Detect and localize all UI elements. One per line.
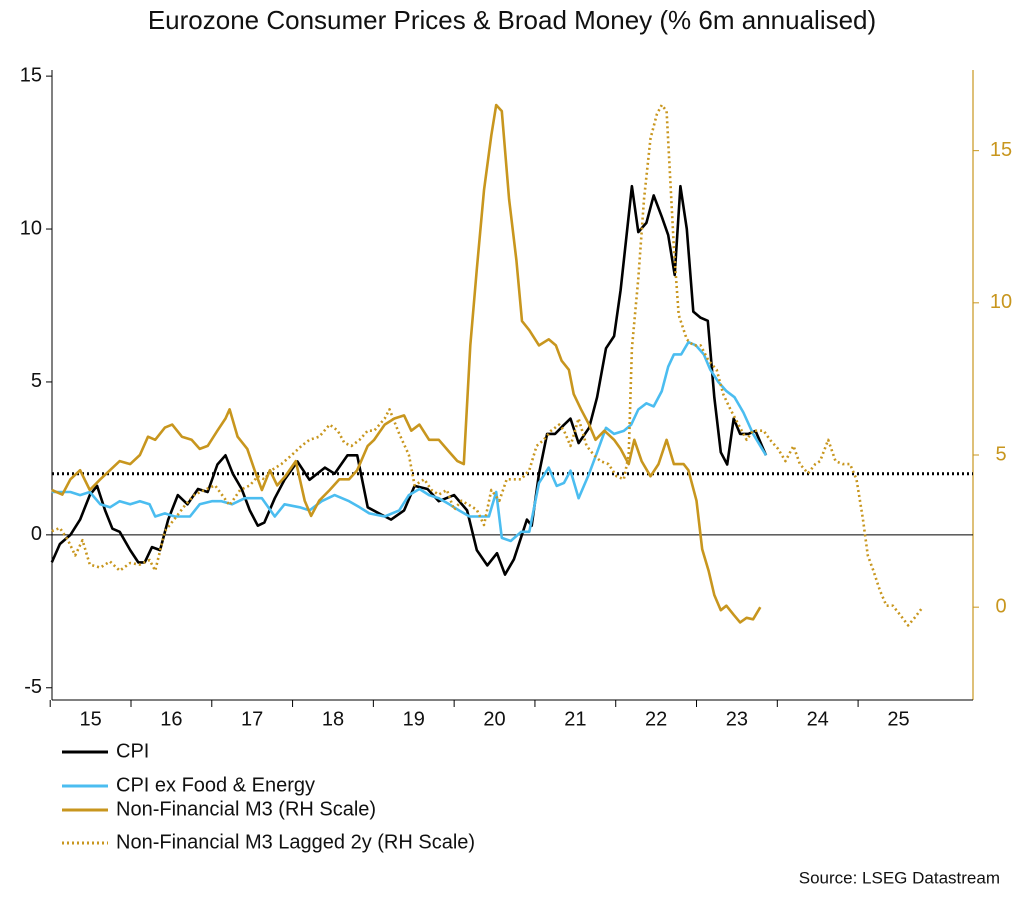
x-tick-label: 18 — [322, 708, 344, 730]
x-tick-label: 19 — [403, 708, 425, 730]
x-tick-label: 16 — [160, 708, 182, 730]
legend-label: CPI — [116, 740, 149, 762]
legend-label: Non-Financial M3 Lagged 2y (RH Scale) — [116, 831, 475, 853]
legend-label: Non-Financial M3 (RH Scale) — [116, 798, 376, 820]
x-tick-label: 20 — [483, 708, 505, 730]
x-tick-label: 24 — [807, 708, 829, 730]
y-tick-label: 15 — [20, 64, 42, 86]
y2-tick-label: 0 — [995, 595, 1006, 617]
y2-tick-label: 10 — [990, 291, 1012, 313]
x-tick-label: 17 — [241, 708, 263, 730]
x-tick-label: 21 — [564, 708, 586, 730]
y-tick-label: -5 — [24, 676, 42, 698]
series-line — [51, 103, 924, 627]
x-tick-label: 22 — [645, 708, 667, 730]
y-tick-label: 10 — [20, 217, 42, 239]
series-line — [51, 340, 768, 543]
y-tick-label: 0 — [31, 523, 42, 545]
y-tick-label: 5 — [31, 370, 42, 392]
source: Source: LSEG Datastream — [799, 868, 1000, 887]
chart-title: Eurozone Consumer Prices & Broad Money (… — [148, 5, 876, 35]
legend-label: CPI ex Food & Energy — [116, 774, 315, 796]
y2-tick-label: 15 — [990, 139, 1012, 161]
series-line — [51, 103, 762, 624]
x-tick-label: 15 — [79, 708, 101, 730]
x-tick-label: 23 — [726, 708, 748, 730]
y2-tick-label: 5 — [995, 443, 1006, 465]
x-tick-label: 25 — [887, 708, 909, 730]
